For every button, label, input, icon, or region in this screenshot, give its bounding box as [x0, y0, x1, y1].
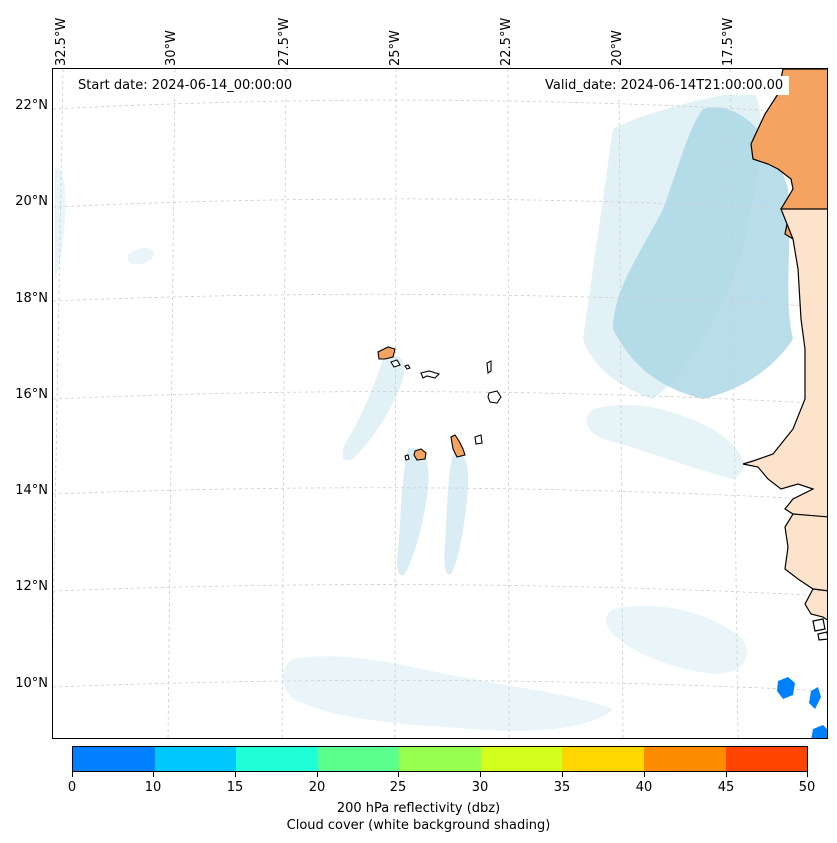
island-bijagos-1: [812, 618, 826, 632]
colorbar-tick-20: 20: [308, 780, 326, 795]
lat-label-12n: 12°N: [15, 579, 48, 594]
colorbar-segment-2: [236, 747, 318, 771]
map-panel[interactable]: [52, 68, 828, 739]
island-maio: [474, 434, 483, 445]
lat-label-20n: 20°N: [15, 194, 48, 209]
graticule: [53, 69, 827, 738]
colorbar-tick-45: 45: [717, 780, 735, 795]
cape-verde-islands: [377, 346, 502, 461]
colorbar-tick-15: 15: [226, 780, 244, 795]
colorbar: [72, 746, 808, 772]
colorbar-tick-40: 40: [635, 780, 653, 795]
colorbar-segment-8: [725, 747, 808, 771]
radar-echo-2: [809, 687, 821, 709]
land-guinea: [804, 588, 827, 621]
cloud-band-east: [586, 405, 744, 479]
island-bijagos-2: [817, 631, 827, 641]
cloud-blob-north: [128, 247, 154, 265]
colorbar-tick-0: 0: [67, 780, 77, 795]
lat-label-16n: 16°N: [15, 387, 48, 402]
colorbar-segment-7: [643, 747, 726, 771]
colorbar-label: 200 hPa reflectivity (dbz): [336, 801, 501, 816]
cloud-streak-3: [444, 453, 469, 575]
lon-label-32-5w: 32.5°W: [54, 17, 69, 66]
cloud-patch-southeast: [606, 605, 747, 674]
lat-label-10n: 10°N: [15, 676, 48, 691]
valid-date-label: Valid_date: 2024-06-14T21:00:00.00: [539, 76, 790, 95]
colorbar-tick-35: 35: [553, 780, 571, 795]
colorbar-tick-50: 50: [798, 780, 816, 795]
cloud-cover-layer: [55, 89, 793, 731]
colorbar-segment-3: [317, 747, 400, 771]
island-boa-vista: [487, 390, 502, 404]
island-santiago: [450, 434, 466, 458]
radar-echo-1: [777, 677, 795, 699]
start-date-label: Start date: 2024-06-14_00:00:00: [72, 76, 299, 95]
lon-label-17-5w: 17.5°W: [721, 17, 736, 66]
colorbar-segment-6: [562, 747, 644, 771]
radar-echo-3: [811, 725, 827, 738]
colorbar-sublabel: Cloud cover (white background shading): [286, 818, 551, 833]
island-sao-vicente: [390, 359, 401, 368]
lon-label-20w: 20°W: [610, 30, 625, 66]
cloud-streak-1: [342, 355, 405, 461]
island-sao-nicolau: [420, 370, 441, 379]
land-guinea-bissau: [784, 513, 827, 592]
colorbar-segment-4: [399, 747, 481, 771]
colorbar-tick-30: 30: [471, 780, 489, 795]
lon-label-22-5w: 22.5°W: [499, 17, 514, 66]
lat-label-18n: 18°N: [15, 291, 48, 306]
cloud-patch-south: [282, 656, 613, 731]
african-coast: [742, 69, 827, 641]
lat-label-22n: 22°N: [15, 98, 48, 113]
colorbar-segment-0: [73, 747, 155, 771]
cloud-band-northeast-light: [583, 89, 762, 399]
island-fogo: [413, 448, 427, 461]
lon-label-27-5w: 27.5°W: [277, 17, 292, 66]
lon-label-30w: 30°W: [164, 30, 179, 66]
cloud-streak-2: [396, 448, 429, 576]
colorbar-segment-1: [154, 747, 237, 771]
colorbar-tick-10: 10: [144, 780, 162, 795]
island-santa-luzia: [404, 364, 411, 370]
radar-echo-layer: [777, 677, 827, 738]
island-sal: [486, 360, 492, 374]
colorbar-tick-25: 25: [389, 780, 407, 795]
island-brava: [404, 454, 410, 461]
map-canvas: [53, 69, 827, 738]
lon-label-25w: 25°W: [388, 30, 403, 66]
cloud-patch-west: [55, 168, 66, 279]
island-santo-antao: [377, 346, 396, 360]
colorbar-segment-5: [480, 747, 563, 771]
lat-label-14n: 14°N: [15, 483, 48, 498]
cloud-band-northeast: [613, 107, 793, 399]
